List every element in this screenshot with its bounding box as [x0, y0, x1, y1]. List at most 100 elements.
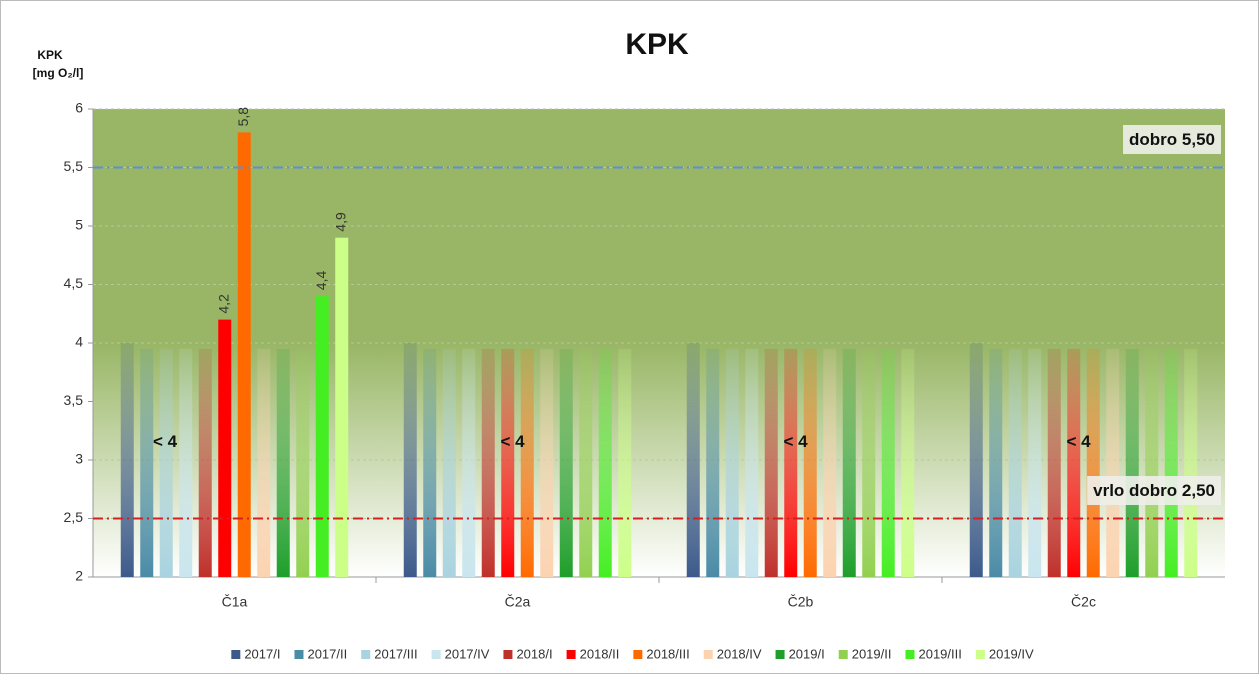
- bar: [706, 348, 720, 577]
- bar: [1145, 348, 1159, 577]
- bar: [315, 296, 329, 577]
- bar: [1184, 348, 1198, 577]
- legend-label: 2019/III: [918, 646, 961, 661]
- data-label: 4,9: [332, 212, 348, 232]
- legend-swatch: [431, 650, 441, 659]
- legend-label: 2017/III: [374, 646, 417, 661]
- reference-label-bg: [1087, 475, 1221, 505]
- legend-item: 2018/II: [566, 646, 619, 661]
- bar: [1164, 348, 1178, 577]
- x-tick-label: Č1a: [222, 594, 248, 610]
- x-tick-label: Č2a: [505, 594, 531, 610]
- legend-item: 2018/I: [503, 646, 553, 661]
- legend-item: 2019/II: [838, 646, 892, 661]
- reference-label: vrlo dobro 2,50: [1093, 481, 1215, 500]
- bar: [1067, 348, 1081, 577]
- bar: [784, 348, 798, 577]
- chart-title: KPK: [625, 28, 689, 61]
- x-tick-label: Č2b: [788, 594, 814, 610]
- legend-swatch: [361, 650, 371, 659]
- y-tick-label: 5,5: [64, 158, 84, 174]
- bar: [159, 348, 173, 577]
- legend-swatch: [975, 650, 985, 659]
- legend-item: 2017/III: [361, 646, 418, 661]
- legend-label: 2019/IV: [989, 646, 1034, 661]
- legend-swatch: [566, 650, 576, 659]
- bar: [1106, 348, 1120, 577]
- y-tick-label: 4: [75, 334, 83, 350]
- data-label: 5,8: [235, 107, 251, 127]
- y-tick-label: 3,5: [64, 392, 84, 408]
- bar: [218, 319, 232, 577]
- data-label: 4,4: [313, 271, 329, 291]
- bar: [1047, 348, 1061, 577]
- bar: [442, 348, 456, 577]
- legend-swatch: [703, 650, 713, 659]
- bar: [1008, 348, 1022, 577]
- bar: [989, 348, 1003, 577]
- bar: [481, 348, 495, 577]
- bar: [862, 348, 876, 577]
- annotation: < 4: [783, 432, 808, 451]
- y-tick-label: 2: [75, 568, 83, 584]
- bar: [120, 343, 134, 577]
- legend-swatch: [838, 650, 848, 659]
- y-axis-label: [mg O₂/l]: [33, 66, 84, 80]
- bar: [764, 348, 778, 577]
- bar: [725, 348, 739, 577]
- legend-item: 2017/IV: [431, 646, 490, 661]
- legend-swatch: [775, 650, 785, 659]
- bar: [1125, 348, 1139, 577]
- bar: [1028, 348, 1042, 577]
- bar: [823, 348, 837, 577]
- bar: [559, 348, 573, 577]
- bar: [140, 348, 154, 577]
- legend-item: 2019/IV: [975, 646, 1034, 661]
- legend-label: 2017/IV: [445, 646, 490, 661]
- legend-label: 2017/I: [244, 646, 280, 661]
- y-tick-label: 6: [75, 100, 83, 116]
- bar: [335, 237, 349, 577]
- annotation: < 4: [1066, 432, 1091, 451]
- legend-item: 2017/I: [231, 646, 280, 661]
- annotation: < 4: [500, 432, 525, 451]
- x-tick-label: Č2c: [1071, 594, 1096, 610]
- bar: [501, 348, 515, 577]
- reference-label: dobro 5,50: [1129, 130, 1215, 149]
- legend-swatch: [633, 650, 643, 659]
- bar: [1086, 348, 1100, 577]
- bar: [403, 343, 417, 577]
- legend-label: 2019/II: [852, 646, 892, 661]
- bar: [881, 348, 895, 577]
- data-label: 4,2: [215, 294, 231, 314]
- y-tick-label: 3: [75, 451, 83, 467]
- bar: [462, 348, 476, 577]
- bar: [198, 348, 212, 577]
- legend-item: 2019/III: [905, 646, 962, 661]
- annotation: < 4: [153, 432, 178, 451]
- bar: [969, 343, 983, 577]
- bar: [598, 348, 612, 577]
- legend-swatch: [294, 650, 304, 659]
- legend-swatch: [905, 650, 915, 659]
- legend-label: 2018/IV: [717, 646, 762, 661]
- bar: [579, 348, 593, 577]
- legend-item: 2018/III: [633, 646, 690, 661]
- reference-label-bg: [1123, 124, 1221, 154]
- bar: [745, 348, 759, 577]
- legend-label: 2017/II: [307, 646, 347, 661]
- bar: [179, 348, 193, 577]
- legend-swatch: [503, 650, 513, 659]
- legend-swatch: [231, 650, 241, 659]
- legend-item: 2017/II: [294, 646, 347, 661]
- legend-item: 2018/IV: [703, 646, 762, 661]
- bar: [296, 348, 310, 577]
- bar: [618, 348, 632, 577]
- bar: [520, 348, 534, 577]
- legend-label: 2018/I: [516, 646, 552, 661]
- bar: [842, 348, 856, 577]
- bar: [901, 348, 915, 577]
- y-axis-label: KPK: [37, 48, 63, 62]
- legend: 2017/I 2017/II 2017/III 2017/IV 2018/I 2018/I…: [231, 646, 1034, 661]
